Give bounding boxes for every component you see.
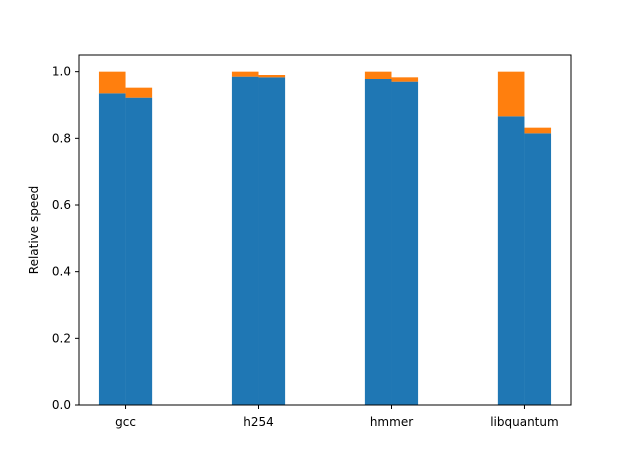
x-tick-label: gcc (115, 415, 136, 429)
bar-gcc-2-base (125, 97, 153, 406)
y-ticks: 0.0 0.2 0.4 0.6 0.8 1.0 (52, 65, 79, 412)
bar-hmmer-2-base (391, 81, 419, 406)
bars-group (98, 71, 552, 406)
y-tick-label: 0.6 (52, 198, 71, 212)
bar-libquantum-2-top (524, 127, 552, 134)
x-tick-label: h254 (243, 415, 274, 429)
bar-gcc-2-top (125, 87, 153, 98)
x-tick-label: hmmer (370, 415, 413, 429)
plot-frame (78, 54, 572, 406)
bar-hmmer-2-top (391, 77, 419, 82)
bar-h254-2-top (258, 75, 286, 78)
bar-gcc-1-base (98, 93, 126, 405)
bar-libquantum-1-top (497, 71, 525, 117)
plot-background (79, 55, 571, 405)
y-tick-label: 0.2 (52, 331, 71, 345)
bar-hmmer-1-base (364, 79, 392, 405)
bar-hmmer-1-top (364, 71, 392, 79)
bar-gcc-1-top (98, 71, 126, 94)
x-ticks: gcc h254 hmmer libquantum (115, 405, 559, 429)
bar-libquantum-2-base (524, 133, 552, 406)
y-axis-label: Relative speed (27, 186, 41, 274)
bar-h254-2-base (258, 77, 286, 405)
y-tick-label: 1.0 (52, 65, 71, 79)
x-tick-label: libquantum (490, 415, 558, 429)
y-tick-label: 0.0 (52, 398, 71, 412)
bar-libquantum-1-base (497, 116, 525, 405)
y-tick-label: 0.4 (52, 265, 71, 279)
bar-h254-1-base (231, 76, 259, 406)
y-tick-label: 0.8 (52, 131, 71, 145)
bar-h254-1-top (231, 71, 259, 77)
